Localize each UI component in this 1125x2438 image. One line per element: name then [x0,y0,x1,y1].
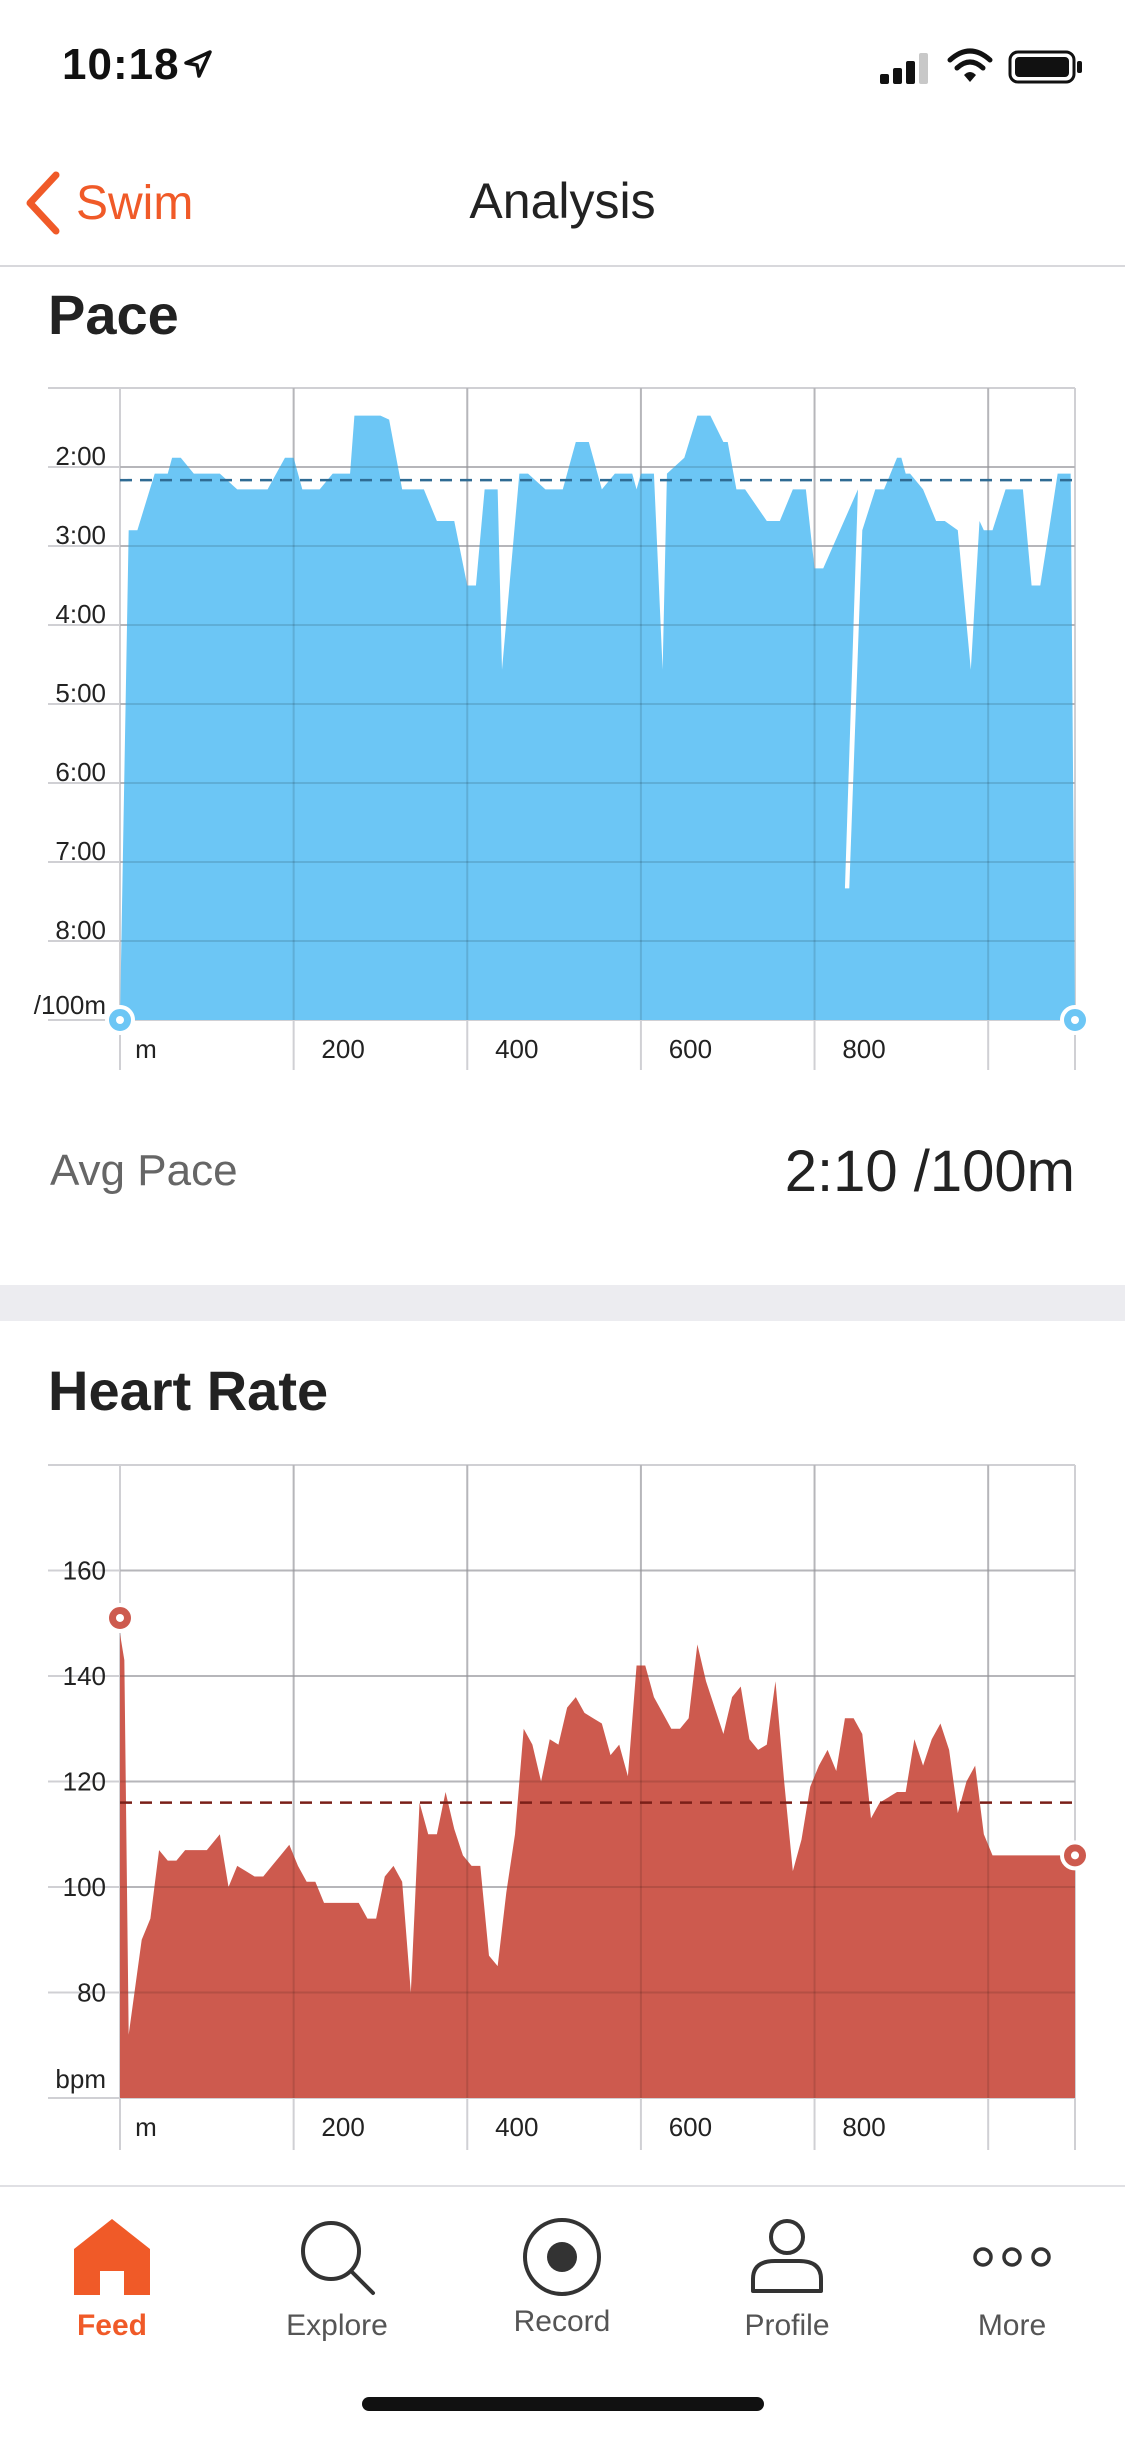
hr-y-tick-label: bpm [55,2064,106,2094]
hr-x-tick-label: 400 [495,2112,538,2142]
tab-record-label: Record [513,2305,611,2338]
more-icon [973,2247,1051,2267]
pace-y-tick-label: 3:00 [55,520,106,550]
pace-y-tick-label: 2:00 [55,441,106,471]
heart-rate-chart[interactable]: 160 140 120 100 80 bpm m 200 400 600 800 [0,1450,1125,2170]
page-title: Analysis [469,173,656,229]
chevron-left-icon [26,171,60,235]
pace-x-tick-label: m [135,1034,157,1064]
pace-marker-dot [116,1016,124,1024]
back-button[interactable]: Swim [24,168,193,238]
hr-x-tick-label: 200 [321,2112,364,2142]
hr-y-tick-label: 100 [63,1872,106,1902]
pace-y-tick-label: 7:00 [55,836,106,866]
pace-x-tick-label: 200 [321,1034,364,1064]
hr-y-tick-label: 140 [63,1661,106,1691]
back-label: Swim [76,176,194,230]
record-icon [523,2218,601,2296]
pace-x-tick-label: 800 [842,1034,885,1064]
hr-x-tick-label: 600 [669,2112,712,2142]
tab-explore[interactable]: Explore [237,2205,437,2355]
pace-chart-svg: 2:00 3:00 4:00 5:00 6:00 7:00 8:00/100m m 200 400… [34,387,1090,1070]
hr-x-tick-label: m [135,2112,157,2142]
location-arrow-icon [184,50,212,78]
hr-y-tick-label: 120 [63,1767,106,1797]
tab-profile-label: Profile [744,2309,830,2342]
status-time: 10:18 [62,40,180,89]
tab-more[interactable]: More [912,2205,1112,2355]
search-icon [301,2221,375,2295]
section-divider [0,1285,1125,1321]
hr-y-tick-label: 160 [63,1556,106,1586]
pace-chart[interactable]: 2:00 3:00 4:00 5:00 6:00 7:00 8:00/100m m 200 400… [0,370,1125,1070]
hr-marker-dot [1071,1851,1079,1860]
tab-feed-label: Feed [76,2309,148,2342]
pace-y-tick-label: /100m [34,990,106,1020]
pace-y-tick-label: 5:00 [55,678,106,708]
hr-area-series [120,1633,1075,2098]
tab-explore-label: Explore [286,2309,388,2342]
wifi-icon [947,48,993,82]
pace-y-tick-label: 4:00 [55,599,106,629]
pace-marker-dot [1071,1016,1079,1024]
status-bar: 10:18 [0,0,1125,140]
pace-x-tick-label: 600 [669,1034,712,1064]
pace-y-tick-label: 8:00 [55,915,106,945]
hr-y-tick-label: 80 [77,1978,106,2008]
home-icon [74,2219,150,2295]
tab-feed[interactable]: Feed [12,2205,212,2355]
avg-pace-value: 2:10 /100m [784,1139,1075,1204]
navigation-bar: Swim Analysis [0,140,1125,267]
pace-x-tick-label: 400 [495,1034,538,1064]
pace-y-tick-label: 6:00 [55,757,106,787]
hr-marker-dot [116,1613,124,1622]
home-indicator [362,2397,764,2411]
heart-rate-section-title: Heart Rate [48,1359,329,1422]
tab-more-label: More [977,2309,1047,2342]
cellular-signal-icon [880,53,928,84]
tab-bar: Feed Explore Record Profile More [0,2185,1125,2438]
profile-icon [751,2219,823,2293]
tab-record[interactable]: Record [462,2205,662,2355]
battery-icon [1008,50,1082,84]
pace-area-series [120,415,1075,1020]
avg-pace-label: Avg Pace [50,1146,238,1195]
pace-section-title: Pace [48,283,179,346]
tab-profile[interactable]: Profile [687,2205,887,2355]
avg-pace-row: Avg Pace 2:10 /100m [0,1110,1125,1240]
hr-x-tick-label: 800 [842,2112,885,2142]
